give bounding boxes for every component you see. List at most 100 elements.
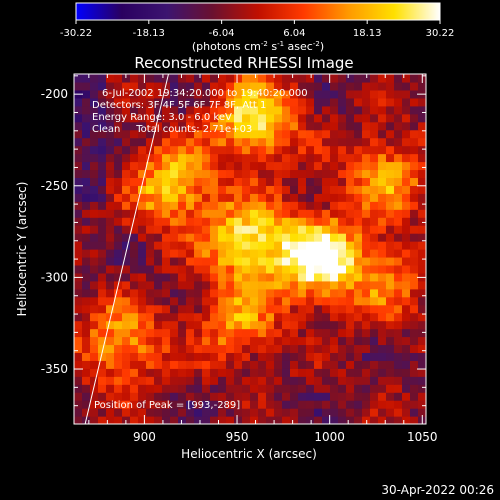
heatmap-cell (90, 249, 99, 258)
heatmap-cell (106, 145, 115, 155)
heatmap-cell (202, 280, 211, 290)
heatmap-cell (410, 241, 419, 250)
heatmap-cell (386, 113, 395, 123)
heatmap-cell (282, 296, 291, 306)
heatmap-cell (194, 264, 203, 274)
heatmap-cell (82, 360, 91, 369)
heatmap-cell (250, 137, 259, 147)
heatmap-cell (250, 360, 259, 369)
heatmap-cell (162, 225, 171, 234)
heatmap-cell (258, 241, 267, 250)
heatmap-cell (186, 233, 195, 242)
heatmap-cell (258, 312, 267, 322)
heatmap-cell (370, 344, 379, 353)
heatmap-cell (258, 352, 267, 361)
heatmap-cell (138, 161, 147, 171)
heatmap-cell (386, 161, 395, 171)
heatmap-cell (346, 352, 355, 361)
heatmap-cell (146, 352, 155, 361)
heatmap-cell (186, 121, 195, 131)
heatmap-cell (370, 296, 379, 306)
heatmap-cell (178, 241, 187, 250)
heatmap-cell (410, 145, 419, 155)
heatmap-cell (410, 209, 419, 218)
heatmap-cell (330, 344, 339, 353)
heatmap-cell (170, 312, 179, 322)
heatmap-cell (202, 376, 211, 385)
heatmap-cell (226, 241, 235, 250)
heatmap-cell (234, 137, 243, 147)
heatmap-cell (354, 400, 363, 409)
heatmap-cell (394, 153, 403, 163)
heatmap-cell (378, 392, 387, 401)
heatmap-cell (330, 185, 339, 194)
heatmap-cell (354, 408, 363, 417)
heatmap-cell (74, 296, 83, 306)
heatmap-cell (378, 272, 387, 282)
heatmap-cell (298, 169, 307, 178)
heatmap-cell (122, 344, 131, 353)
heatmap-cell (162, 177, 171, 186)
heatmap-cell (194, 256, 203, 266)
heatmap-cell (274, 376, 283, 385)
heatmap-cell (370, 336, 379, 346)
heatmap-cell (162, 312, 171, 322)
heatmap-cell (202, 137, 211, 147)
heatmap-cell (98, 416, 107, 424)
heatmap-cell (306, 256, 315, 266)
heatmap-cell (274, 320, 283, 330)
heatmap-cell (186, 272, 195, 282)
heatmap-cell (218, 368, 227, 377)
heatmap-cell (170, 113, 179, 123)
heatmap-cell (322, 217, 331, 226)
heatmap-cell (178, 408, 187, 417)
heatmap-cell (234, 272, 243, 282)
heatmap-cell (202, 249, 211, 258)
heatmap-cell (354, 193, 363, 202)
heatmap-cell (130, 225, 139, 234)
heatmap-cell (210, 185, 219, 194)
heatmap-cell (138, 209, 147, 218)
heatmap-cell (282, 121, 291, 131)
heatmap-cell (82, 169, 91, 178)
heatmap-cell (194, 185, 203, 194)
heatmap-cell (306, 233, 315, 242)
heatmap-cell (210, 161, 219, 171)
heatmap-cell (146, 392, 155, 401)
heatmap-cell (274, 241, 283, 250)
heatmap-cell (298, 384, 307, 393)
heatmap-cell (258, 121, 267, 131)
heatmap-cell (250, 129, 259, 139)
heatmap-cell (354, 89, 363, 99)
heatmap-cell (218, 137, 227, 147)
heatmap-cell (322, 97, 331, 107)
heatmap-cell (378, 153, 387, 163)
heatmap-cell (250, 352, 259, 361)
heatmap-cell (314, 209, 323, 218)
heatmap-cell (154, 368, 163, 377)
heatmap-cell (122, 320, 131, 330)
heatmap-cell (346, 384, 355, 393)
heatmap-cell (306, 376, 315, 385)
heatmap-cell (370, 105, 379, 115)
heatmap-cell (298, 249, 307, 258)
heatmap-cell (362, 105, 371, 115)
heatmap-cell (154, 360, 163, 369)
heatmap-cell (274, 105, 283, 115)
heatmap-cell (210, 201, 219, 210)
heatmap-cell (394, 209, 403, 218)
heatmap-cell (210, 312, 219, 322)
heatmap-cell (282, 320, 291, 330)
heatmap-cell (162, 201, 171, 210)
heatmap-cell (178, 280, 187, 290)
heatmap-cell (330, 352, 339, 361)
heatmap-cell (346, 288, 355, 298)
heatmap-cell (354, 225, 363, 234)
heatmap-cell (194, 272, 203, 282)
heatmap-cell (82, 368, 91, 377)
heatmap-cell (370, 129, 379, 139)
heatmap-cell (298, 233, 307, 242)
heatmap-cell (178, 392, 187, 401)
heatmap-cell (290, 264, 299, 274)
heatmap-cell (74, 328, 83, 338)
